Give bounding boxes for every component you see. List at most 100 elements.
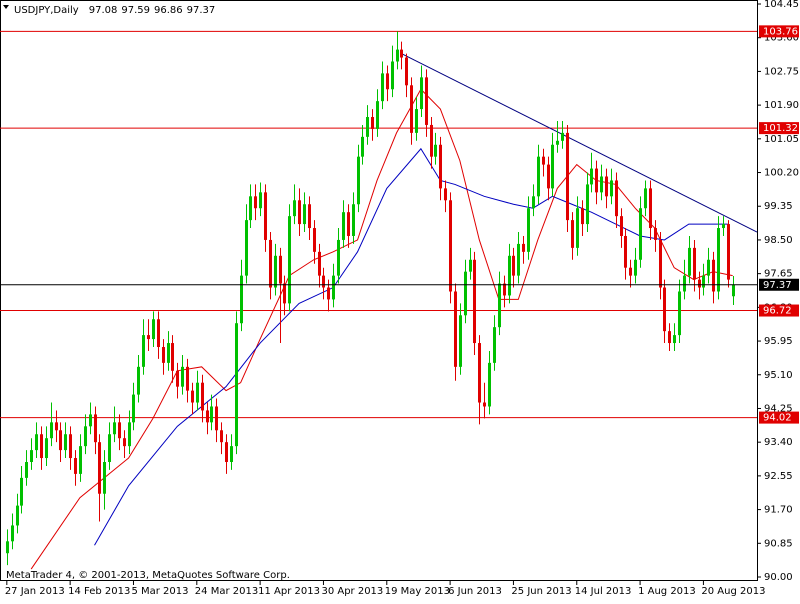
candle-body bbox=[308, 204, 311, 229]
plot-frame bbox=[0, 0, 758, 581]
candle-body bbox=[298, 200, 301, 225]
level-label: 94.02 bbox=[763, 413, 792, 424]
candle-body bbox=[493, 327, 496, 363]
candle-body bbox=[50, 422, 53, 439]
candle-body bbox=[191, 390, 194, 403]
candle-body bbox=[688, 247, 691, 276]
candle-body bbox=[230, 446, 233, 463]
candle-body bbox=[605, 176, 608, 197]
x-tick-label: 14 Feb 2013 bbox=[68, 586, 130, 597]
candle-body bbox=[527, 208, 530, 252]
candle-body bbox=[79, 446, 82, 474]
candle-body bbox=[123, 438, 126, 447]
candle-body bbox=[64, 434, 67, 451]
candle-body bbox=[459, 315, 462, 367]
header-ohlc: 96.86 bbox=[154, 5, 183, 16]
candle-body bbox=[400, 49, 403, 58]
candle-body bbox=[673, 335, 676, 344]
candle-body bbox=[663, 287, 666, 332]
candle-body bbox=[327, 287, 330, 300]
candle-body bbox=[342, 212, 345, 240]
candle-body bbox=[396, 49, 399, 62]
candle-body bbox=[225, 442, 228, 463]
candle-body bbox=[576, 208, 579, 248]
x-tick-label: 24 Mar 2013 bbox=[195, 586, 258, 597]
candle-body bbox=[322, 275, 325, 288]
x-tick-label: 1 Aug 2013 bbox=[638, 586, 696, 597]
candle-body bbox=[147, 335, 150, 340]
candle-body bbox=[425, 77, 428, 125]
candle-body bbox=[639, 208, 642, 260]
candle-body bbox=[210, 406, 213, 423]
candle-body bbox=[45, 438, 48, 459]
y-tick-label: 100.20 bbox=[764, 168, 799, 179]
candle-body bbox=[352, 204, 355, 236]
y-tick-label: 95.95 bbox=[764, 336, 793, 347]
level-label: 101.32 bbox=[763, 123, 798, 134]
candle-body bbox=[508, 255, 511, 296]
y-tick-label: 103.60 bbox=[764, 33, 799, 44]
current-price-box bbox=[759, 278, 799, 291]
candle-body bbox=[171, 343, 174, 371]
candle-body bbox=[454, 291, 457, 367]
candle-body bbox=[11, 525, 14, 542]
x-tick-label: 11 Apr 2013 bbox=[258, 586, 320, 597]
candle-body bbox=[434, 144, 437, 157]
candle-body bbox=[366, 117, 369, 137]
trend-line bbox=[401, 53, 758, 233]
level-label: 103.76 bbox=[763, 26, 798, 37]
candle-body bbox=[6, 541, 9, 554]
y-tick-label: 90.00 bbox=[764, 572, 793, 583]
candle-body bbox=[547, 164, 550, 189]
candle-body bbox=[167, 343, 170, 363]
candle-body bbox=[84, 426, 87, 447]
candle-body bbox=[668, 331, 671, 344]
candle-body bbox=[473, 259, 476, 344]
y-tick-label: 92.55 bbox=[764, 471, 793, 482]
candle-body bbox=[727, 224, 730, 280]
candle-body bbox=[313, 228, 316, 252]
menu-arrow bbox=[3, 5, 9, 9]
candle-body bbox=[464, 271, 467, 316]
y-tick-label: 104.45 bbox=[764, 0, 799, 10]
candle-body bbox=[347, 212, 350, 236]
candle-body bbox=[556, 140, 559, 145]
candle-body bbox=[196, 382, 199, 403]
candle-body bbox=[55, 422, 58, 431]
candle-body bbox=[206, 410, 209, 423]
y-tick-label: 90.85 bbox=[764, 538, 793, 549]
candle-body bbox=[132, 394, 135, 423]
x-tick-label: 25 Jun 2013 bbox=[511, 586, 571, 597]
y-tick-label: 101.05 bbox=[764, 134, 799, 145]
candle-body bbox=[245, 220, 248, 276]
footer: MetaTrader 4, © 2001-2013, MetaQuotes So… bbox=[6, 570, 290, 581]
candle-body bbox=[439, 144, 442, 189]
candle-body bbox=[586, 184, 589, 225]
candle-body bbox=[152, 319, 155, 340]
candle-body bbox=[483, 402, 486, 407]
candle-body bbox=[249, 196, 252, 221]
candle-body bbox=[698, 279, 701, 288]
moving-average bbox=[94, 147, 728, 546]
candle-body bbox=[181, 366, 184, 387]
candle-body bbox=[357, 156, 360, 205]
candle-body bbox=[215, 406, 218, 431]
candle-body bbox=[542, 156, 545, 165]
candle-body bbox=[415, 109, 418, 133]
symbol: USDJPY,Daily bbox=[14, 5, 79, 16]
candle-body bbox=[430, 124, 433, 157]
candle-body bbox=[712, 259, 715, 292]
candle-body bbox=[94, 414, 97, 443]
header-ohlc: 97.08 bbox=[89, 5, 118, 16]
x-tick-label: 27 Jan 2013 bbox=[5, 586, 65, 597]
candle-body bbox=[600, 176, 603, 193]
candle-body bbox=[69, 434, 72, 459]
plot-layer bbox=[0, 3, 761, 585]
candle-body bbox=[478, 343, 481, 403]
candle-body bbox=[522, 243, 525, 252]
candle-body bbox=[498, 283, 501, 328]
candle-body bbox=[59, 430, 62, 451]
y-tick-label: 98.50 bbox=[764, 235, 793, 246]
candle-body bbox=[40, 434, 43, 459]
